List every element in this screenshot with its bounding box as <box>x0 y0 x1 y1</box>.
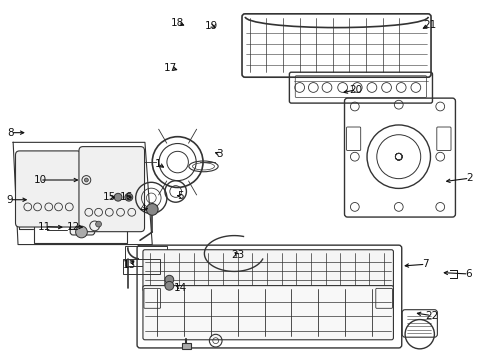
Bar <box>173 277 192 291</box>
Circle shape <box>125 193 133 201</box>
Text: 3: 3 <box>216 149 223 159</box>
FancyBboxPatch shape <box>16 151 81 227</box>
Bar <box>125 246 167 266</box>
FancyBboxPatch shape <box>143 285 393 340</box>
Circle shape <box>147 203 158 215</box>
Text: 17: 17 <box>164 63 177 73</box>
Text: 11: 11 <box>38 222 51 231</box>
Text: 7: 7 <box>422 259 429 269</box>
Text: 4: 4 <box>139 204 146 215</box>
Text: 5: 5 <box>177 191 184 201</box>
Text: 10: 10 <box>33 175 47 185</box>
Text: 1: 1 <box>155 159 161 169</box>
Text: 18: 18 <box>171 18 184 28</box>
Bar <box>123 259 160 274</box>
Bar <box>182 343 191 348</box>
Text: 19: 19 <box>205 21 219 31</box>
Text: 14: 14 <box>174 283 187 293</box>
Circle shape <box>84 178 88 182</box>
Bar <box>34 176 127 243</box>
Circle shape <box>165 282 174 290</box>
Text: 23: 23 <box>231 250 245 260</box>
Text: 8: 8 <box>7 128 14 138</box>
Circle shape <box>75 226 87 238</box>
Text: 2: 2 <box>466 173 473 183</box>
Text: 20: 20 <box>350 85 363 95</box>
Text: 13: 13 <box>122 260 136 270</box>
Text: 12: 12 <box>67 222 80 231</box>
Text: 16: 16 <box>120 192 133 202</box>
FancyBboxPatch shape <box>79 147 145 232</box>
Bar <box>69 220 98 229</box>
Circle shape <box>96 221 101 227</box>
Text: 9: 9 <box>6 195 13 205</box>
Text: 15: 15 <box>103 192 116 202</box>
Text: 22: 22 <box>425 311 438 320</box>
FancyBboxPatch shape <box>143 250 393 291</box>
Circle shape <box>165 275 174 284</box>
FancyBboxPatch shape <box>70 181 95 235</box>
Text: 21: 21 <box>423 20 436 30</box>
Text: 6: 6 <box>465 269 472 279</box>
Circle shape <box>114 193 122 201</box>
